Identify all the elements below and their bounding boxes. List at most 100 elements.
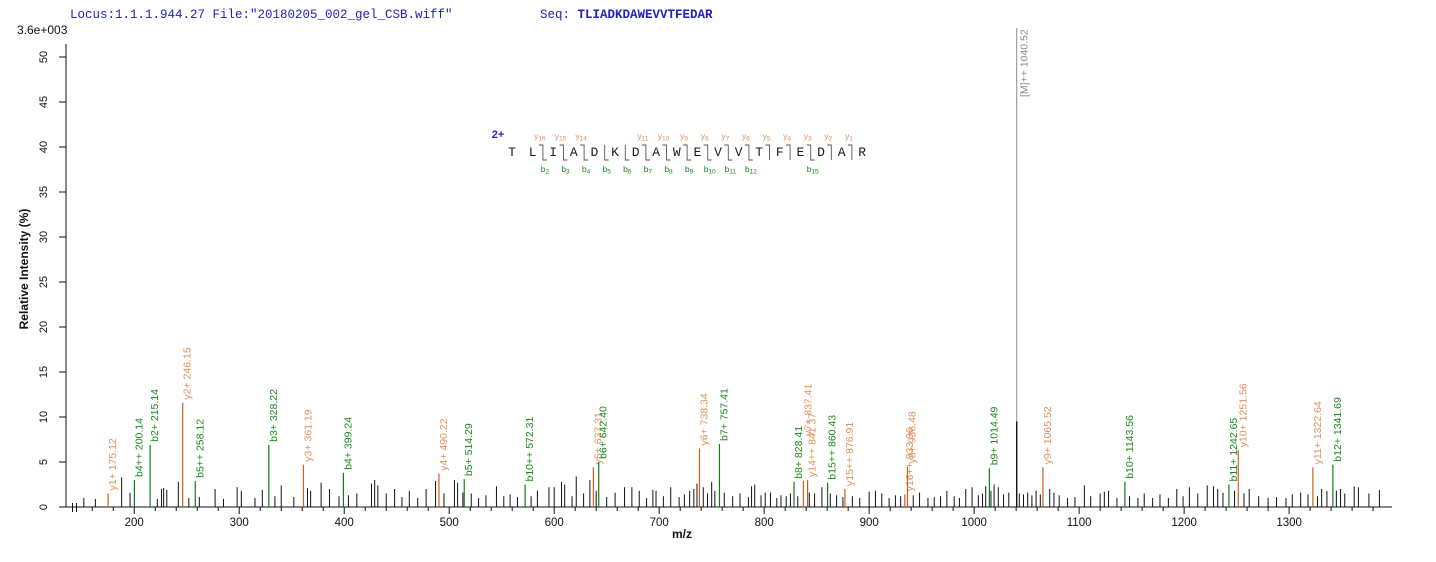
x-tick-label: 1100	[1067, 517, 1092, 529]
residue-letter: V	[714, 145, 722, 160]
residue-letter: T	[755, 145, 763, 160]
peak-label: y3+ 361.19	[302, 409, 314, 461]
peak-label: b8+ 828.41	[793, 426, 805, 479]
peak-label: b15++ 860.43	[827, 415, 839, 480]
cleavage-mark	[744, 144, 753, 161]
cleavage-mark	[559, 144, 568, 161]
seq-value: TLIADKDAWEVVTFEDAR	[577, 8, 713, 22]
y-ion-tag: y4	[783, 131, 791, 143]
peak-label: y9+ 1065.52	[1042, 406, 1054, 464]
b-ion-tag: b8	[664, 164, 673, 176]
y-tick-label: 20	[38, 321, 50, 333]
y-tick-label: 50	[38, 51, 50, 63]
cleavage-mark	[724, 144, 733, 161]
axes	[65, 44, 1392, 512]
cleavage-mark	[580, 144, 589, 161]
b-ion-tag: b15	[807, 164, 819, 176]
y-tick-label: 30	[38, 231, 50, 243]
x-tick-label: 1000	[961, 517, 987, 529]
sequence-text: Seq: TLIADKDAWEVVTFEDAR	[540, 8, 713, 22]
y-tick-label: 15	[38, 366, 50, 378]
peak-label: y7+ 837.41	[802, 383, 814, 435]
peak-label: b10++ 572.31	[524, 417, 536, 482]
peak-label: y14++ 841.37	[807, 413, 819, 477]
y-ion-tag: y9	[680, 131, 688, 143]
residue-letter: K	[611, 145, 619, 160]
peak-label: y6+ 738.34	[698, 393, 710, 445]
peak-label: b2+ 215.14	[149, 389, 161, 442]
header-bar: Locus:1.1.1.944.27 File:"20180205_002_ge…	[0, 8, 1436, 28]
precursor-label: [M]++ 1040.52	[1019, 29, 1031, 97]
residue-letter: A	[570, 145, 578, 160]
residue-letter: L	[529, 145, 537, 160]
x-tick-label: 500	[440, 517, 459, 529]
peak-label: y10+ 1251.56	[1237, 383, 1249, 447]
y-ion-tag: y1	[845, 131, 853, 143]
unlabeled-peaks	[83, 476, 1380, 507]
b-ion-tag: b12	[745, 164, 757, 176]
x-tick-label: 1300	[1276, 517, 1302, 529]
y-tick-label: 45	[38, 96, 50, 108]
peak-label: y4+ 490.22	[438, 418, 450, 470]
y-ion-tag: y2	[824, 131, 832, 143]
y-ion-tag: y16	[534, 131, 546, 143]
cleavage-mark	[703, 144, 712, 161]
precursor-charge-label: 2+	[492, 129, 505, 141]
cleavage-mark	[827, 144, 832, 160]
residue-letter: E	[693, 145, 701, 160]
x-tick-label: 1200	[1171, 517, 1197, 529]
locus-file-text: Locus:1.1.1.944.27 File:"20180205_002_ge…	[70, 8, 453, 22]
labeled-peaks: y1+ 175.12 b4++ 200.14 b2+ 215.14 y2+ 246.1…	[107, 347, 1344, 507]
residue-letter: D	[590, 145, 598, 160]
b-ion-tag: b4	[582, 164, 591, 176]
peak-label: y2+ 246.15	[182, 347, 194, 399]
x-tick-label: 800	[755, 517, 774, 529]
residue-letter: A	[652, 145, 660, 160]
cleavage-mark	[538, 144, 547, 161]
y-ion-tag: y6	[742, 131, 750, 143]
residue-letter: I	[549, 145, 557, 160]
y-ion-tag: y7	[721, 131, 729, 143]
y-ion-tag: y15	[555, 131, 567, 143]
peak-label: b5++ 258.12	[194, 419, 206, 478]
peak-label: b11+ 1242.65	[1228, 418, 1240, 482]
peak-label: b10+ 1143.56	[1124, 415, 1136, 479]
cleavage-mark	[604, 145, 609, 161]
x-tick-label: 400	[335, 517, 354, 529]
precursor-group: [M]++ 1040.52	[1015, 28, 1031, 507]
residue-letter: D	[632, 145, 640, 160]
y-ticks: 0 5 10 15 20 25 30 35 40 45 50	[38, 51, 66, 510]
peak-label: y11+ 1322.64	[1312, 401, 1324, 464]
y-ion-tag: y5	[763, 131, 771, 143]
y-tick-label: 0	[38, 504, 50, 510]
peak-label: b6+ 642.40	[598, 406, 610, 459]
peak-label: b5+ 514.29	[463, 423, 475, 476]
peak-label: y8+ 936.48	[906, 411, 918, 463]
residue-letter: D	[817, 145, 825, 160]
peak-label: b3+ 328.22	[268, 389, 280, 442]
cleavage-mark	[765, 144, 770, 160]
y-tick-label: 10	[38, 411, 50, 423]
seq-label: Seq:	[540, 8, 578, 22]
x-tick-label: 600	[545, 517, 564, 529]
b-ion-tag: b6	[623, 164, 632, 176]
peak-label: b9+ 1014.49	[988, 406, 1000, 465]
residue-letter: R	[858, 145, 866, 160]
peak-label: b7+ 757.41	[718, 388, 730, 441]
y-ion-tag: y14	[575, 131, 587, 143]
y-ion-tag: y8	[701, 131, 709, 143]
b-ion-tag: b2	[541, 164, 550, 176]
peak-label: y5+ 637.31	[592, 412, 604, 464]
y-tick-label: 5	[38, 459, 50, 465]
x-axis-title: m/z	[671, 527, 692, 541]
x-tick-label: 700	[650, 517, 669, 529]
peak-label: y1+ 175.12	[107, 438, 119, 490]
cleavage-mark	[683, 144, 692, 161]
b-ion-tag: b9	[685, 164, 694, 176]
y-ion-tag: y10	[658, 131, 670, 143]
residue-letter: F	[776, 145, 784, 160]
cleavage-mark	[624, 145, 630, 161]
residue-letter: V	[735, 145, 743, 160]
